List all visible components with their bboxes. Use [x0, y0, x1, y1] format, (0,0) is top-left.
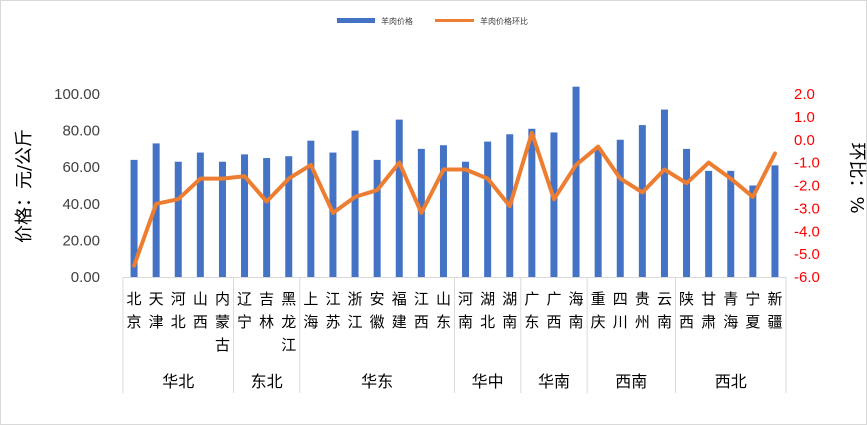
bar: [484, 141, 492, 277]
category-label: 安徽: [370, 290, 385, 331]
bar: [218, 161, 226, 277]
bar: [439, 145, 447, 277]
bar: [683, 148, 691, 277]
group-label: 华中: [472, 372, 504, 391]
group-label: 华北: [162, 372, 194, 391]
category-label: 福建: [392, 290, 407, 331]
bar: [638, 125, 646, 277]
bar: [174, 161, 182, 277]
category-label: 甘肃: [701, 290, 716, 331]
y-right-tick-label: -3.0: [794, 200, 820, 217]
category-label: 广东: [524, 290, 539, 331]
category-label: 湖北: [480, 290, 495, 331]
bar: [196, 152, 204, 277]
line-series: [132, 130, 777, 268]
category-label: 广西: [546, 290, 561, 331]
bar: [462, 161, 470, 277]
group-label: 华东: [361, 372, 393, 391]
y-left-tick-label: 80.00: [62, 123, 100, 140]
bar: [263, 158, 271, 277]
y-right-tick-label: -5.0: [794, 246, 820, 263]
y-right-tick-label: -6.0: [794, 269, 820, 286]
category-label: 河南: [458, 290, 473, 331]
bar: [130, 159, 138, 277]
bar: [152, 143, 160, 277]
bar: [241, 154, 249, 277]
line-series-path: [132, 130, 777, 268]
legend-line-label: 羊肉价格环比: [480, 16, 528, 26]
bar: [727, 170, 735, 277]
group-label: 东北: [251, 372, 283, 391]
category-label: 黑龙江: [281, 290, 296, 354]
y-right-tick-label: 0.0: [794, 132, 815, 149]
category-label: 辽宁: [237, 290, 252, 331]
category-label: 青海: [723, 290, 738, 331]
category-label: 江苏: [325, 290, 340, 331]
category-label: 山西: [193, 290, 208, 331]
category-label: 山东: [436, 290, 451, 331]
category-label: 上海: [303, 290, 318, 331]
bar: [395, 119, 403, 278]
category-label: 宁夏: [745, 290, 760, 331]
category-label: 浙江: [348, 290, 363, 331]
bar: [616, 139, 624, 277]
group-label: 西北: [715, 372, 747, 391]
left-axis: 0.00 20.00 40.00 60.00 80.00 100.00: [54, 86, 100, 286]
y-right-tick-label: 1.0: [794, 109, 815, 126]
category-label: 重庆: [591, 290, 606, 331]
legend: 羊肉价格 羊肉价格环比: [337, 16, 528, 26]
bar: [285, 156, 293, 277]
category-label: 河北: [171, 290, 186, 331]
y-left-tick-label: 20.00: [62, 232, 100, 249]
category-label: 云南: [657, 290, 672, 331]
y-right-tick-label: -1.0: [794, 155, 820, 172]
category-label: 新疆: [767, 290, 782, 331]
group-label: 华南: [538, 372, 570, 391]
y-left-tick-label: 40.00: [62, 196, 100, 213]
legend-bar-swatch: [337, 18, 375, 23]
bar: [373, 159, 381, 277]
legend-bar-label: 羊肉价格: [381, 16, 413, 26]
category-label: 北京: [127, 290, 142, 331]
category-label: 四川: [613, 290, 628, 331]
category-label: 内蒙古: [215, 290, 230, 354]
category-axis: 北京天津河北山西内蒙古辽宁吉林黑龙江上海江苏浙江安徽福建江西山东河南湖北湖南广东…: [122, 277, 787, 393]
bar: [550, 132, 558, 277]
bar: [771, 165, 779, 277]
bar: [749, 185, 757, 277]
category-label: 天津: [149, 290, 164, 331]
category-label: 湖南: [502, 290, 517, 331]
category-label: 吉林: [259, 290, 274, 331]
y-right-tick-label: -2.0: [794, 178, 820, 195]
bar: [705, 170, 713, 277]
bar: [307, 140, 315, 277]
bar: [351, 130, 359, 277]
y-left-tick-label: 60.00: [62, 159, 100, 176]
y-left-tick-label: 0.00: [71, 269, 100, 286]
category-label: 海南: [569, 290, 584, 331]
bar: [594, 148, 602, 277]
y-right-axis-title: 环比：%: [846, 142, 867, 213]
group-label: 西南: [615, 372, 647, 391]
category-label: 贵州: [635, 290, 650, 331]
y-left-axis-title: 价格：元/公斤: [14, 129, 35, 243]
y-left-tick-label: 100.00: [54, 86, 100, 103]
bar: [572, 86, 580, 278]
y-right-tick-label: 2.0: [794, 86, 815, 103]
right-axis: -6.0 -5.0 -4.0 -3.0 -2.0 -1.0 0.0 1.0 2.0: [794, 86, 820, 286]
bar: [660, 109, 668, 278]
bar: [528, 128, 536, 277]
y-right-tick-label: -4.0: [794, 223, 820, 240]
category-label: 江西: [414, 290, 429, 331]
category-label: 陕西: [679, 290, 694, 331]
